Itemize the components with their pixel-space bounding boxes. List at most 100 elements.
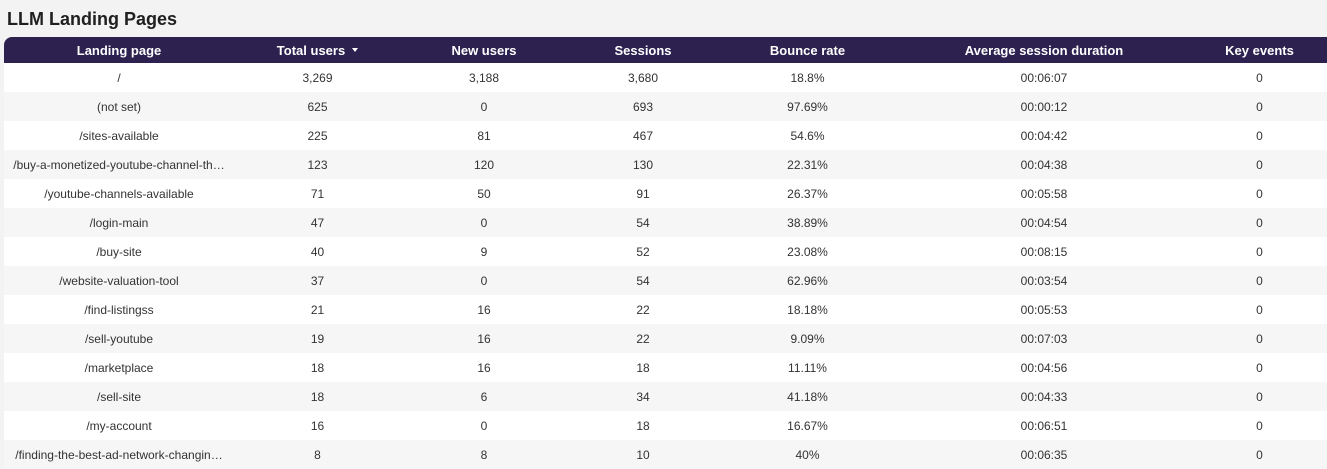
cell-landing-page[interactable]: /marketplace: [84, 360, 154, 375]
cell-average-session-duration: 00:04:42: [1020, 128, 1068, 143]
cell-bounce-rate: 11.11%: [788, 360, 827, 375]
cell-average-session-duration: 00:07:03: [1020, 331, 1068, 346]
cell-average-session-duration: 00:00:12: [1020, 99, 1068, 114]
cell-key-events: 0: [1256, 302, 1263, 317]
cell-total-users: 71: [310, 186, 325, 201]
table-row[interactable]: /buy-a-monetized-youtube-channel-th… 123 1…: [4, 150, 1327, 179]
table-row[interactable]: / 3,269 3,188 3,680 18.8% 00:06:07 0: [4, 63, 1327, 92]
cell-average-session-duration: 00:06:35: [1020, 447, 1068, 462]
cell-landing-page[interactable]: /: [117, 70, 121, 85]
cell-average-session-duration: 00:03:54: [1020, 273, 1068, 288]
cell-key-events: 0: [1256, 389, 1263, 404]
cell-sessions: 22: [636, 302, 650, 317]
column-header-label: Total users: [276, 42, 346, 58]
cell-bounce-rate: 62.96%: [787, 273, 828, 288]
cell-average-session-duration: 00:06:07: [1020, 70, 1068, 85]
cell-bounce-rate: 54.6%: [790, 128, 825, 143]
cell-new-users: 0: [480, 273, 488, 288]
cell-landing-page[interactable]: /youtube-channels-available: [44, 186, 194, 201]
cell-bounce-rate: 26.37%: [787, 186, 828, 201]
landing-pages-table: Landing page Total users New users Sessi…: [4, 37, 1327, 469]
cell-landing-page[interactable]: /sell-youtube: [84, 331, 154, 346]
column-header-total-users[interactable]: Total users: [234, 37, 401, 63]
cell-bounce-rate: 9.09%: [790, 331, 825, 346]
cell-new-users: 8: [480, 447, 488, 462]
cell-new-users: 16: [477, 360, 491, 375]
cell-landing-page[interactable]: /login-main: [89, 215, 149, 230]
cell-total-users: 37: [310, 273, 325, 288]
table-row[interactable]: /buy-site 40 9 52 23.08% 00:08:15 0: [4, 237, 1327, 266]
table-row[interactable]: /sell-site 18 6 34 41.18% 00:04:33 0: [4, 382, 1327, 411]
table-row[interactable]: /sites-available 225 81 467 54.6% 00:04:42 0: [4, 121, 1327, 150]
table-row[interactable]: /youtube-channels-available 71 50 91 26.37% 0…: [4, 179, 1327, 208]
cell-average-session-duration: 00:05:58: [1020, 186, 1068, 201]
cell-landing-page[interactable]: /my-account: [86, 418, 152, 433]
column-header-key-events[interactable]: Key events: [1192, 37, 1327, 63]
cell-landing-page[interactable]: /finding-the-best-ad-network-changin…: [15, 447, 223, 462]
cell-sessions: 467: [632, 128, 654, 143]
column-header-new-users[interactable]: New users: [401, 37, 567, 63]
table-row[interactable]: (not set) 625 0 693 97.69% 00:00:12 0: [4, 92, 1327, 121]
cell-landing-page[interactable]: /buy-a-monetized-youtube-channel-th…: [13, 157, 225, 172]
cell-sessions: 130: [632, 157, 654, 172]
table-row[interactable]: /login-main 47 0 54 38.89% 00:04:54 0: [4, 208, 1327, 237]
table-row[interactable]: /sell-youtube 19 16 22 9.09% 00:07:03 0: [4, 324, 1327, 353]
sort-descending-icon: [352, 48, 359, 53]
column-header-landing-page[interactable]: Landing page: [4, 37, 234, 63]
cell-total-users: 625: [307, 99, 328, 114]
cell-landing-page[interactable]: (not set): [96, 99, 141, 114]
cell-new-users: 50: [477, 186, 491, 201]
table-body: / 3,269 3,188 3,680 18.8% 00:06:07 0 (not set) 6…: [4, 63, 1327, 469]
cell-key-events: 0: [1256, 273, 1263, 288]
cell-total-users: 47: [310, 215, 325, 230]
column-header-average-session-duration[interactable]: Average session duration: [896, 37, 1192, 63]
cell-sessions: 22: [636, 331, 650, 346]
table-row[interactable]: /my-account 16 0 18 16.67% 00:06:51 0: [4, 411, 1327, 440]
cell-key-events: 0: [1256, 244, 1263, 259]
cell-average-session-duration: 00:04:54: [1020, 215, 1068, 230]
cell-sessions: 52: [636, 244, 650, 259]
cell-new-users: 0: [480, 418, 488, 433]
cell-bounce-rate: 40%: [795, 447, 820, 462]
table-row[interactable]: /finding-the-best-ad-network-changin… 8 8 1…: [4, 440, 1327, 469]
cell-new-users: 16: [477, 331, 491, 346]
cell-sessions: 10: [636, 447, 650, 462]
cell-total-users: 18: [310, 360, 325, 375]
cell-key-events: 0: [1256, 215, 1263, 230]
column-header-label: Key events: [1225, 42, 1294, 58]
cell-average-session-duration: 00:04:38: [1020, 157, 1068, 172]
column-header-sessions[interactable]: Sessions: [567, 37, 719, 63]
cell-bounce-rate: 38.89%: [787, 215, 828, 230]
cell-total-users: 16: [310, 418, 325, 433]
cell-key-events: 0: [1256, 447, 1263, 462]
table-header-row: Landing page Total users New users Sessi…: [4, 37, 1327, 63]
cell-total-users: 19: [310, 331, 325, 346]
cell-average-session-duration: 00:05:53: [1020, 302, 1068, 317]
table-row[interactable]: /website-valuation-tool 37 0 54 62.96% 00:03:…: [4, 266, 1327, 295]
cell-new-users: 9: [480, 244, 488, 259]
column-header-label: Landing page: [76, 42, 162, 58]
cell-key-events: 0: [1256, 157, 1263, 172]
cell-average-session-duration: 00:06:51: [1020, 418, 1068, 433]
cell-sessions: 18: [636, 360, 650, 375]
cell-new-users: 6: [480, 389, 488, 404]
cell-new-users: 81: [477, 128, 491, 143]
cell-total-users: 123: [307, 157, 328, 172]
cell-key-events: 0: [1256, 128, 1263, 143]
cell-bounce-rate: 18.8%: [790, 70, 825, 85]
cell-sessions: 54: [636, 215, 650, 230]
cell-landing-page[interactable]: /sites-available: [79, 128, 159, 143]
cell-landing-page[interactable]: /website-valuation-tool: [59, 273, 179, 288]
cell-landing-page[interactable]: /buy-site: [96, 244, 142, 259]
cell-sessions: 91: [636, 186, 650, 201]
cell-new-users: 120: [473, 157, 495, 172]
cell-key-events: 0: [1256, 331, 1263, 346]
cell-landing-page[interactable]: /sell-site: [96, 389, 141, 404]
table-row[interactable]: /marketplace 18 16 18 11.11% 00:04:56 0: [4, 353, 1327, 382]
cell-landing-page[interactable]: /find-listingss: [84, 302, 154, 317]
column-header-bounce-rate[interactable]: Bounce rate: [719, 37, 896, 63]
report-title: LLM Landing Pages: [7, 9, 178, 29]
cell-bounce-rate: 41.18%: [787, 389, 828, 404]
table-row[interactable]: /find-listingss 21 16 22 18.18% 00:05:53 0: [4, 295, 1327, 324]
cell-key-events: 0: [1256, 99, 1263, 114]
